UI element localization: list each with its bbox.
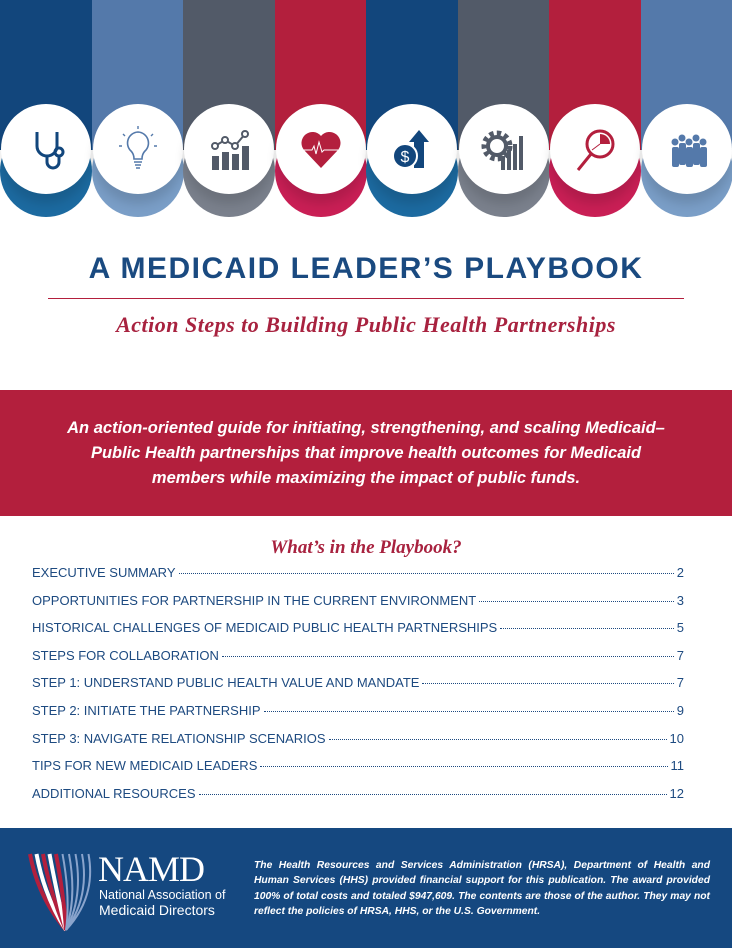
toc-item-label: ADDITIONAL RESOURCES: [32, 785, 196, 801]
toc-item[interactable]: EXECUTIVE SUMMARY 2: [32, 565, 684, 593]
logo-text: NAMD: [98, 849, 205, 889]
icon-circle: $: [367, 104, 457, 194]
toc-item-label: STEP 2: INITIATE THE PARTNERSHIP: [32, 702, 261, 718]
gear-bar-chart-icon: [481, 130, 523, 170]
toc-item[interactable]: HISTORICAL CHALLENGES OF MEDICAID PUBLIC…: [32, 620, 684, 648]
icon-circle: [1, 104, 91, 194]
toc-item[interactable]: STEP 3: NAVIGATE RELATIONSHIP SCENARIOS 1…: [32, 731, 684, 759]
toc-item-label: STEP 1: UNDERSTAND PUBLIC HEALTH VALUE A…: [32, 675, 420, 691]
toc-item-page: 9: [676, 702, 684, 718]
footer: NAMD National Association of Medicaid Dir…: [0, 828, 732, 948]
line-bar-chart-icon: [211, 130, 249, 170]
toc-item-page: 7: [676, 675, 684, 691]
toc-item[interactable]: OPPORTUNITIES FOR PARTNERSHIP IN THE CUR…: [32, 593, 684, 621]
magnifier-pie-chart-icon: [576, 129, 615, 171]
icon-circle: [458, 104, 549, 194]
toc-item[interactable]: STEPS FOR COLLABORATION 7: [32, 648, 684, 676]
svg-text:$: $: [401, 149, 410, 166]
toc-item-label: HISTORICAL CHALLENGES OF MEDICAID PUBLIC…: [32, 620, 498, 636]
org-name-line1: National Association of: [99, 888, 226, 902]
summary-text: An action-oriented guide for initiating,…: [67, 418, 665, 487]
toc-leader-dots: [422, 683, 674, 685]
page-subtitle: Action Steps to Building Public Health P…: [116, 312, 616, 337]
toc-item-page: 5: [676, 620, 684, 636]
toc-item-page: 2: [676, 565, 684, 580]
summary-band: An action-oriented guide for initiating,…: [0, 390, 732, 516]
toc-item[interactable]: TIPS FOR NEW MEDICAID LEADERS 11: [32, 758, 684, 786]
namd-logo-icon: [28, 853, 92, 932]
toc-item-label: STEP 3: NAVIGATE RELATIONSHIP SCENARIOS: [32, 730, 326, 746]
heart-pulse-icon: [300, 131, 341, 168]
toc-item-label: OPPORTUNITIES FOR PARTNERSHIP IN THE CUR…: [32, 592, 477, 608]
stethoscope-icon: [35, 132, 65, 170]
icon-circle: [641, 104, 732, 194]
toc-leader-dots: [221, 655, 674, 657]
toc-item[interactable]: STEP 2: INITIATE THE PARTNERSHIP 9: [32, 703, 684, 731]
table-of-contents: EXECUTIVE SUMMARY 2 OPPORTUNITIES FOR PART…: [32, 565, 684, 813]
toc-leader-dots: [328, 738, 667, 740]
toc-leader-dots: [500, 628, 674, 630]
toc-item-page: 12: [669, 785, 684, 801]
toc-item-label: TIPS FOR NEW MEDICAID LEADERS: [32, 758, 258, 774]
toc-item[interactable]: ADDITIONAL RESOURCES 12: [32, 786, 684, 814]
toc-leader-dots: [198, 793, 667, 795]
icon-circle: [550, 104, 640, 194]
dollar-growth-icon: $: [392, 130, 429, 169]
toc-heading: What’s in the Playbook?: [270, 537, 462, 558]
toc-item-page: 7: [676, 647, 684, 663]
toc-leader-dots: [178, 573, 674, 574]
icon-banner: $: [0, 0, 732, 217]
toc-item-label: STEPS FOR COLLABORATION: [32, 647, 219, 663]
icon-circle: [275, 104, 366, 194]
funding-disclaimer: The Health Resources and Services Admini…: [254, 860, 710, 917]
lightbulb-icon: [118, 126, 157, 169]
title-divider: [48, 298, 684, 299]
toc-item-page: 11: [670, 758, 685, 774]
org-name: National Association of Medicaid Director…: [99, 888, 225, 918]
toc-item[interactable]: STEP 1: UNDERSTAND PUBLIC HEALTH VALUE A…: [32, 675, 684, 703]
toc-item-page: 3: [676, 592, 684, 608]
toc-leader-dots: [479, 600, 674, 602]
toc-leader-dots: [263, 710, 674, 712]
toc-item-page: 10: [669, 730, 684, 746]
icon-circle: [184, 104, 274, 194]
icon-circle: [92, 104, 183, 194]
page-title: A MEDICAID LEADER’S PLAYBOOK: [88, 252, 644, 285]
org-name-line2: Medicaid Directors: [99, 902, 215, 918]
toc-leader-dots: [260, 766, 668, 768]
toc-item-label: EXECUTIVE SUMMARY: [32, 565, 176, 580]
people-group-icon: [671, 134, 707, 167]
